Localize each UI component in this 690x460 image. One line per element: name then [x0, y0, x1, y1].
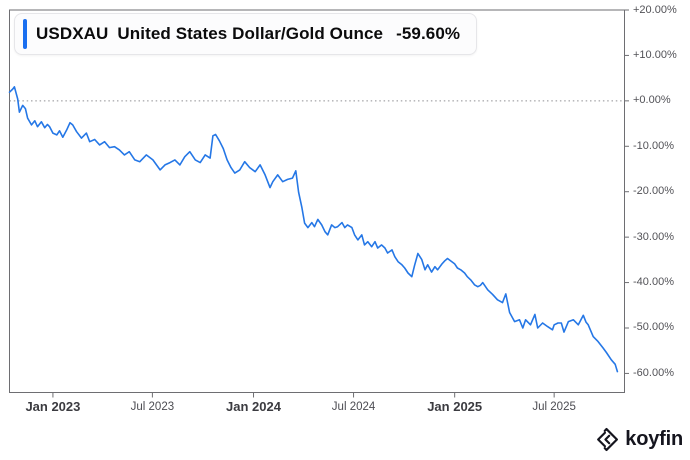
series-color-bar	[23, 19, 27, 49]
koyfin-diamond-chevron-icon	[597, 427, 619, 452]
x-axis-label: Jul 2024	[331, 400, 376, 413]
y-axis-label: +10.00%	[633, 48, 677, 61]
change-percent: -59.60%	[396, 24, 461, 43]
koyfin-logo-text: koyfin	[625, 428, 683, 450]
x-axis-label: Jan 2023	[25, 399, 81, 414]
security-name: United States Dollar/Gold Ounce	[117, 24, 384, 43]
y-axis-label: -40.00%	[633, 276, 674, 289]
x-axis-label: Jul 2025	[532, 400, 576, 413]
x-axis-label: Jan 2024	[226, 399, 281, 414]
y-axis-label: -10.00%	[633, 139, 674, 152]
price-line	[8, 86, 619, 373]
y-axis-label: +20.00%	[633, 3, 677, 16]
x-axis-label: Jan 2025	[427, 399, 483, 414]
y-axis-label: -20.00%	[633, 185, 674, 198]
ticker-symbol: USDXAU	[36, 24, 109, 43]
y-axis-label: -30.00%	[633, 230, 674, 243]
x-axis-label: Jul 2023	[130, 400, 175, 413]
koyfin-logo[interactable]: koyfin	[594, 427, 683, 452]
y-axis-label: +0.00%	[633, 94, 671, 107]
chart-legend-chip[interactable]: USDXAU United States Dollar/Gold Ounce -…	[14, 13, 478, 55]
y-axis-label: -60.00%	[633, 366, 674, 379]
plot-border	[9, 9, 625, 393]
y-axis-label: -50.00%	[633, 321, 674, 334]
